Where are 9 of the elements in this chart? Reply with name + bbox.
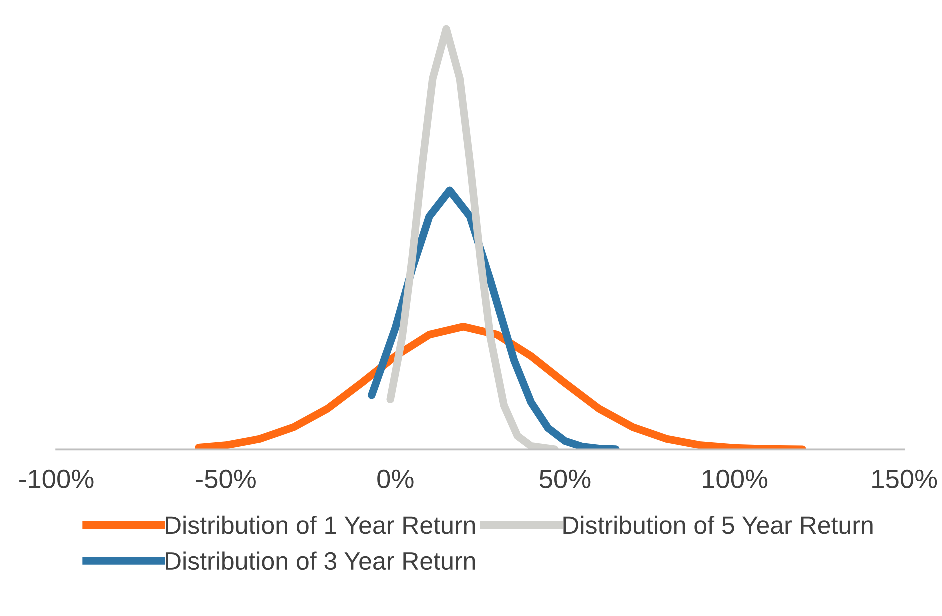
x-tick-label: 100%: [703, 470, 768, 489]
legend-label: Distribution of 3 Year Return: [166, 552, 476, 570]
x-tick-label: -50%: [196, 470, 256, 489]
x-tick-label: 150%: [872, 470, 938, 489]
x-tick-label: 50%: [540, 470, 591, 489]
x-tick-label: 0%: [378, 470, 414, 489]
legend-label: Distribution of 1 Year Return: [166, 516, 476, 534]
legend-label: Distribution of 5 Year Return: [564, 516, 873, 534]
x-tick-label: -100%: [20, 470, 94, 489]
